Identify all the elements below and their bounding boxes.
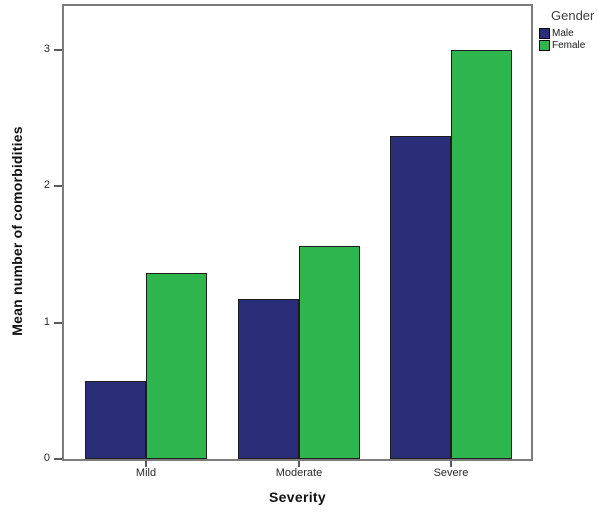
legend-item-female: Female <box>539 40 599 51</box>
y-tick-mark <box>54 321 62 324</box>
bar-male-severe <box>390 136 451 459</box>
bar-male-moderate <box>238 299 299 459</box>
x-tick-mark <box>450 461 452 467</box>
x-tick-label-mild: Mild <box>135 467 157 479</box>
y-tick-label: 2 <box>43 179 50 192</box>
y-tick-mark <box>54 458 62 460</box>
legend-item-male: Male <box>539 28 599 39</box>
y-tick-label: 0 <box>43 452 50 464</box>
legend-title: Gender <box>551 8 595 23</box>
female-color-swatch-icon <box>539 40 550 51</box>
bars-container <box>64 6 531 459</box>
y-tick-label: 3 <box>43 42 50 55</box>
y-tick-mark <box>54 48 62 51</box>
legend-label-female: Female <box>552 40 586 51</box>
x-tick-mark <box>298 461 300 467</box>
legend-label-male: Male <box>552 28 574 39</box>
y-tick-mark <box>54 185 62 188</box>
x-tick-mark <box>145 461 147 467</box>
male-color-swatch-icon <box>539 28 550 39</box>
bar-male-mild <box>85 381 146 459</box>
bar-female-mild <box>146 273 207 459</box>
x-tick-label-severe: Severe <box>433 467 469 479</box>
y-axis-title: Mean number of comorbidities <box>9 126 25 336</box>
x-tick-label-moderate: Moderate <box>275 467 323 479</box>
legend: Gender Male Female <box>539 8 599 51</box>
x-axis-title: Severity <box>269 489 326 505</box>
y-tick-label: 1 <box>43 315 50 328</box>
bar-female-moderate <box>299 246 360 459</box>
bar-female-severe <box>451 50 512 459</box>
